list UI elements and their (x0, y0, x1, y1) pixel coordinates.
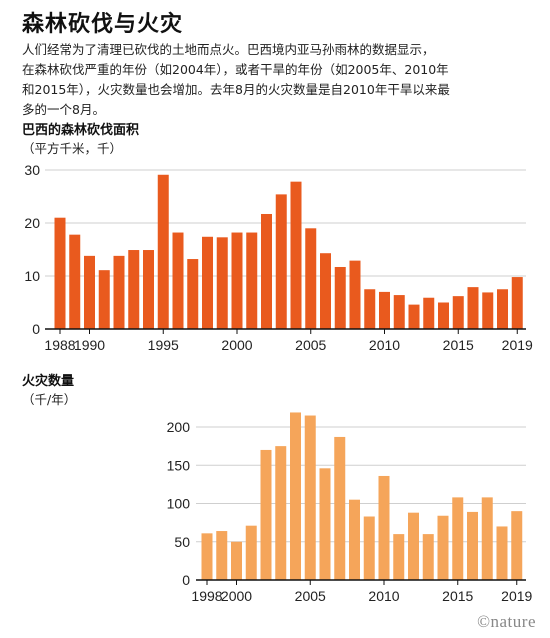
fires-chart-unit: （千/年） (22, 392, 77, 407)
deforestation-bar (334, 266, 346, 329)
fires-bar (378, 475, 390, 580)
fires-y-tick-label: 0 (182, 572, 190, 588)
fires-bar (408, 512, 419, 580)
deforestation-y-tick-label: 0 (32, 321, 40, 337)
deforestation-bar (172, 232, 184, 329)
fires-bar (393, 534, 405, 580)
deforestation-bar (261, 213, 272, 329)
description-line: 多的一个8月。 (22, 102, 105, 117)
deforestation-bar (69, 234, 81, 329)
deforestation-chart-title: 巴西的森林砍伐面积 (22, 123, 140, 138)
fires-bar (260, 449, 272, 580)
deforestation-bar (113, 255, 125, 329)
fires-bar (275, 446, 287, 580)
deforestation-bar (84, 255, 95, 329)
deforestation-bar (216, 237, 228, 329)
fires-y-tick-label: 100 (167, 496, 191, 512)
fires-x-tick-label: 1998 (191, 588, 222, 604)
deforestation-x-tick-label: 2015 (443, 337, 474, 353)
fires-bar (467, 511, 478, 580)
deforestation-bar (275, 194, 287, 329)
deforestation-bar (128, 250, 140, 329)
fires-x-tick-label: 2015 (442, 588, 473, 604)
deforestation-bar (393, 295, 405, 329)
fires-bar (481, 497, 493, 580)
deforestation-bar (246, 232, 258, 329)
deforestation-bar (408, 304, 420, 329)
description-line: 在森林砍伐严重的年份（如2004年），或者干旱的年份（如2005年、2010年 (22, 62, 449, 77)
fires-bar (245, 525, 257, 580)
deforestation-bar (364, 289, 376, 329)
fires-bar (422, 534, 434, 580)
deforestation-bar (438, 302, 449, 329)
deforestation-bar (231, 232, 243, 329)
deforestation-bar (143, 250, 154, 329)
deforestation-bar (482, 292, 494, 329)
deforestation-bar (157, 174, 169, 329)
fires-chart-title: 火灾数量 (22, 374, 75, 389)
nature-logo: ©nature (477, 612, 536, 631)
page-title: 森林砍伐与火灾 (22, 12, 184, 37)
fires-bar (231, 541, 242, 580)
fires-bar (452, 497, 464, 580)
deforestation-y-tick-label: 20 (24, 215, 40, 231)
description-line: 和2015年），火灾数量也会增加。去年8月的火灾数量是自2010年干旱以来最 (22, 82, 450, 97)
fires-bar (437, 515, 449, 580)
fires-x-tick-label: 2019 (501, 588, 532, 604)
fires-bar (304, 415, 316, 580)
fires-bar (319, 468, 331, 580)
deforestation-x-tick-label: 2010 (369, 337, 400, 353)
fires-bar (290, 412, 301, 580)
fires-y-tick-label: 200 (167, 419, 191, 435)
deforestation-bar (187, 259, 199, 329)
deforestation-chart-unit: （平方千米，千） (22, 141, 123, 156)
deforestation-y-tick-label: 10 (24, 268, 40, 284)
description: 人们经常为了清理已砍伐的土地而点火。巴西境内亚马孙雨林的数据显示， 在森林砍伐严… (22, 40, 532, 120)
deforestation-x-tick-label: 1990 (74, 337, 105, 353)
deforestation-bar (305, 228, 317, 329)
fires-bar (496, 526, 508, 580)
fires-x-tick-label: 2010 (368, 588, 399, 604)
deforestation-bar (497, 289, 508, 329)
fires-bar (363, 516, 375, 580)
deforestation-x-tick-label: 1988 (44, 337, 75, 353)
deforestation-bar (320, 253, 331, 329)
deforestation-bar (202, 236, 213, 329)
deforestation-bar (54, 217, 66, 329)
deforestation-x-tick-label: 2019 (502, 337, 533, 353)
deforestation-bar (423, 297, 435, 329)
fires-bar (216, 531, 228, 580)
deforestation-bar (290, 181, 302, 329)
fires-x-tick-label: 2000 (221, 588, 252, 604)
deforestation-bar (452, 296, 464, 329)
description-line: 人们经常为了清理已砍伐的土地而点火。巴西境内亚马孙雨林的数据显示， (22, 42, 435, 57)
deforestation-bar (511, 277, 523, 329)
fires-bar (349, 499, 360, 580)
deforestation-x-tick-label: 2005 (295, 337, 326, 353)
deforestation-bar (349, 260, 361, 329)
fires-y-tick-label: 50 (174, 534, 190, 550)
deforestation-y-tick-label: 30 (24, 162, 40, 178)
fires-bar (201, 533, 213, 580)
deforestation-x-tick-label: 1995 (148, 337, 179, 353)
fires-bar (334, 436, 346, 580)
fires-x-tick-label: 2005 (295, 588, 326, 604)
deforestation-bar (98, 270, 110, 329)
deforestation-bar (467, 287, 479, 329)
deforestation-x-tick-label: 2000 (221, 337, 252, 353)
deforestation-bar (379, 291, 390, 329)
fires-y-tick-label: 150 (167, 457, 191, 473)
fires-bar (511, 511, 523, 580)
